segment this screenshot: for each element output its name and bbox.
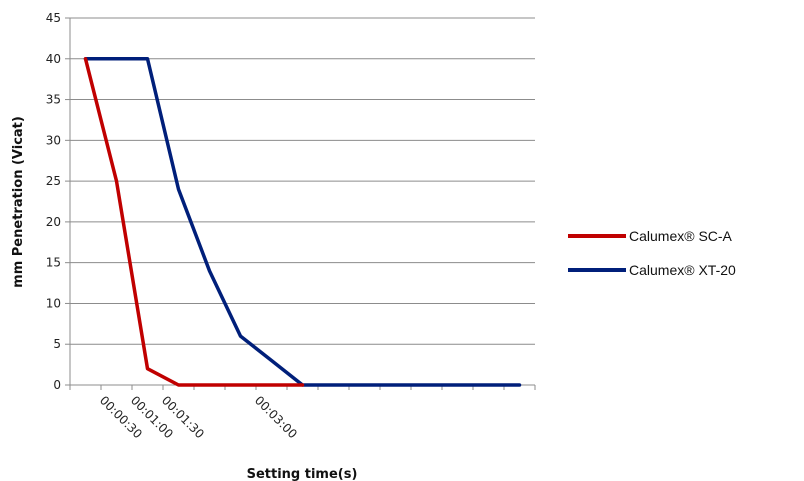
gridlines — [69, 17, 535, 386]
y-tick-label: 35 — [46, 93, 61, 107]
legend: Calumex® SC-A Calumex® XT-20 — [568, 228, 736, 278]
y-tick-label: 45 — [46, 11, 61, 25]
legend-label-1: Calumex® XT-20 — [629, 262, 736, 278]
series-line-0 — [83, 57, 305, 387]
y-tick-label: 10 — [46, 296, 61, 310]
legend-label-0: Calumex® SC-A — [629, 228, 733, 244]
y-axis-title: mm Penetration (Vicat) — [11, 116, 26, 288]
y-tick-label: 0 — [53, 378, 61, 392]
x-tick-label: 00:03:00 — [252, 393, 300, 441]
y-tick-label: 25 — [46, 174, 61, 188]
series-lines — [83, 57, 522, 387]
y-tick-label: 5 — [53, 337, 61, 351]
y-tick-label: 20 — [46, 215, 61, 229]
x-axis-title: Setting time(s) — [247, 467, 358, 481]
y-tick-label: 15 — [46, 256, 61, 270]
y-tick-label: 30 — [46, 133, 61, 147]
y-axis-ticks: 0 5 10 15 20 25 30 35 40 45 — [46, 11, 70, 392]
y-tick-label: 40 — [46, 52, 61, 66]
